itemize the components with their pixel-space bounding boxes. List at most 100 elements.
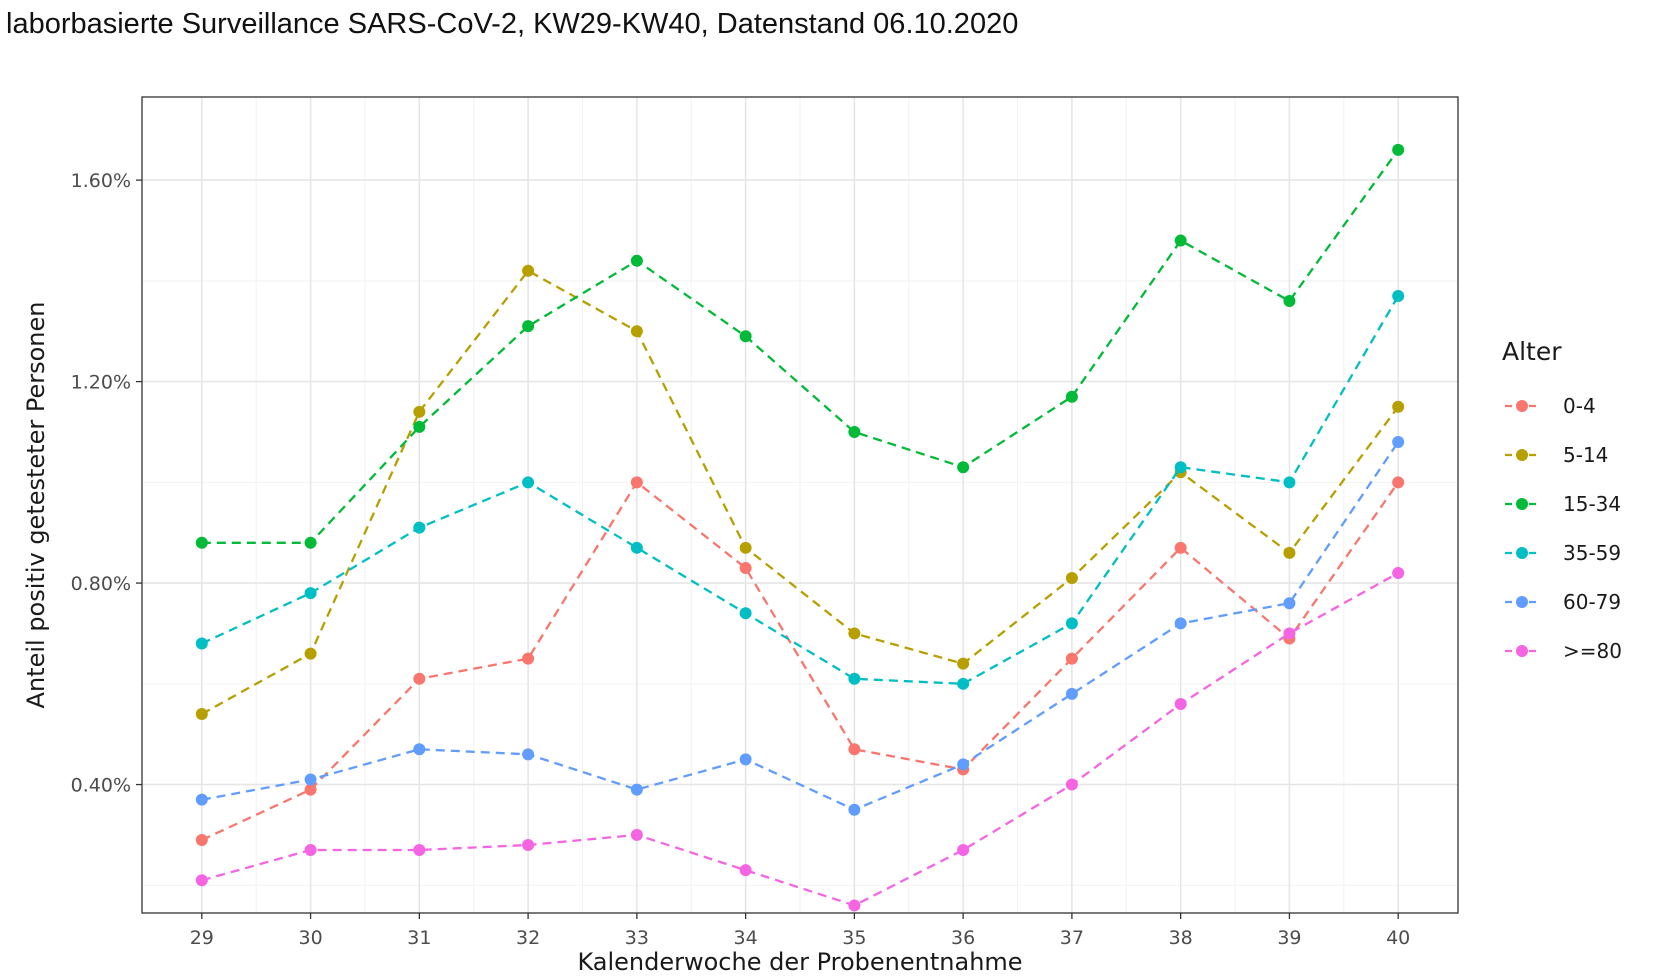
data-point: [630, 476, 643, 489]
axis-ticks: 0.40% 0.80% 1.20% 1.60% 29 30 31 32 33 34 35 36 37 38…: [71, 170, 1411, 949]
data-point: [1065, 687, 1078, 700]
data-point: [304, 783, 317, 796]
series-35-59: [195, 289, 1405, 690]
data-point: [1065, 778, 1078, 791]
legend-title: Alter: [1502, 337, 1562, 366]
legend-key-point: [1516, 400, 1528, 412]
data-point: [195, 874, 208, 887]
data-point: [304, 536, 317, 549]
data-point: [413, 844, 426, 857]
data-point: [1174, 541, 1187, 554]
data-point: [1065, 652, 1078, 665]
data-point: [739, 864, 752, 877]
x-tick-label: 35: [842, 927, 866, 949]
data-point: [1283, 546, 1296, 559]
data-point: [1283, 597, 1296, 610]
legend-label: 15-34: [1563, 492, 1621, 516]
series-60-79: [195, 436, 1405, 816]
x-tick-label: 34: [734, 927, 758, 949]
data-point: [957, 758, 970, 771]
data-point: [413, 672, 426, 685]
legend-label: 60-79: [1563, 590, 1621, 614]
data-point: [848, 425, 861, 438]
data-point: [413, 521, 426, 534]
data-point: [304, 587, 317, 600]
data-point: [1174, 461, 1187, 474]
data-point: [848, 899, 861, 912]
data-point: [1174, 234, 1187, 247]
series-line: [201, 269, 1400, 716]
data-point: [848, 743, 861, 756]
series-line: [201, 441, 1400, 811]
data-point: [630, 254, 643, 267]
legend-key-point: [1516, 449, 1528, 461]
data-point: [848, 627, 861, 640]
data-point: [304, 647, 317, 660]
y-tick-label: 0.80%: [71, 573, 131, 595]
data-point: [522, 748, 535, 761]
data-point: [1392, 143, 1405, 156]
data-point: [1065, 572, 1078, 585]
series-line: [201, 149, 1400, 544]
data-point: [739, 753, 752, 766]
x-tick-label: 36: [951, 927, 975, 949]
legend-key-point: [1516, 645, 1528, 657]
legend-label: 5-14: [1563, 443, 1608, 467]
data-point: [413, 420, 426, 433]
y-tick-label: 1.60%: [71, 170, 131, 192]
data-point: [957, 677, 970, 690]
series->=80: [195, 567, 1405, 912]
data-point: [522, 839, 535, 851]
minor-gridlines: [142, 97, 1458, 913]
x-tick-label: 32: [516, 927, 540, 949]
data-point: [1392, 567, 1405, 579]
data-point: [522, 652, 535, 665]
data-point: [1392, 436, 1405, 449]
data-point: [630, 828, 643, 841]
y-axis-title: Anteil positiv getesteter Personen: [22, 302, 50, 709]
x-tick-label: 38: [1169, 927, 1193, 949]
major-gridlines: [142, 97, 1458, 913]
data-point: [1174, 617, 1187, 630]
data-point: [739, 330, 752, 343]
data-point: [1065, 390, 1078, 403]
data-point: [304, 844, 317, 857]
legend-item: 15-34: [1505, 492, 1621, 516]
y-tick-label: 0.40%: [71, 775, 131, 797]
data-point: [522, 320, 535, 333]
x-tick-label: 40: [1386, 927, 1410, 949]
legend: Alter 0-4 5-14 15-34 35-59 60-79 >=80: [1502, 337, 1622, 663]
panel-border: [141, 96, 1459, 914]
data-point: [1392, 400, 1405, 413]
data-point: [957, 844, 970, 857]
series-layer: [195, 143, 1405, 912]
x-tick-label: 33: [625, 927, 649, 949]
data-point: [195, 793, 208, 806]
series-15-34: [195, 143, 1405, 549]
data-point: [1174, 697, 1187, 710]
y-tick-label: 1.20%: [71, 372, 131, 394]
data-point: [413, 405, 426, 418]
data-point: [1283, 476, 1296, 489]
x-tick-label: 31: [407, 927, 431, 949]
data-point: [413, 743, 426, 756]
legend-item: 5-14: [1505, 443, 1608, 467]
data-point: [1392, 289, 1405, 302]
data-point: [630, 325, 643, 338]
data-point: [1392, 476, 1405, 489]
x-tick-label: 30: [298, 927, 322, 949]
data-point: [522, 264, 535, 277]
legend-key-point: [1516, 498, 1528, 510]
data-point: [630, 541, 643, 554]
legend-item: 35-59: [1505, 541, 1621, 565]
data-point: [957, 461, 970, 474]
data-point: [848, 803, 861, 816]
data-point: [848, 672, 861, 685]
data-point: [630, 783, 643, 796]
x-tick-label: 29: [190, 927, 214, 949]
data-point: [195, 833, 208, 846]
data-point: [522, 476, 535, 489]
legend-label: >=80: [1563, 639, 1622, 663]
legend-label: 0-4: [1563, 394, 1596, 418]
